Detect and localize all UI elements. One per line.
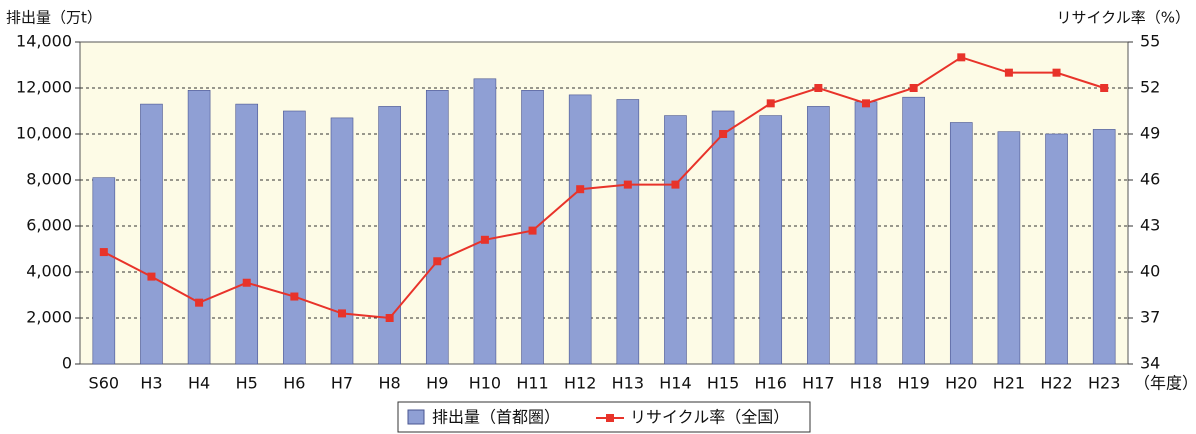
bar (902, 96, 925, 365)
x-tick-label: H14 (659, 374, 691, 393)
line-marker (433, 257, 442, 266)
y-tick-label: 0 (62, 354, 72, 373)
x-tick-label: H21 (993, 374, 1025, 393)
y2-tick-label: 40 (1140, 262, 1160, 281)
x-tick-label: H23 (1088, 374, 1120, 393)
bar (949, 122, 973, 365)
line-marker (147, 272, 156, 281)
y-tick-label: 14,000 (16, 32, 72, 51)
line-marker (623, 180, 632, 189)
line-marker (814, 84, 823, 92)
bar (807, 106, 830, 365)
bar (473, 78, 497, 365)
bar (330, 117, 354, 365)
line-marker (766, 99, 775, 108)
line-marker (385, 314, 394, 322)
bar (235, 103, 259, 365)
y-tick-label: 6,000 (26, 216, 72, 235)
x-tick-label: H13 (612, 374, 644, 393)
y-tick-label: 4,000 (26, 262, 72, 281)
y2-tick-label: 37 (1140, 308, 1160, 327)
x-tick-label: H12 (564, 374, 596, 393)
y2-tick-label: 43 (1140, 216, 1160, 235)
x-axis-title: （年度） (1134, 374, 1196, 393)
line-marker (195, 298, 204, 307)
bar (283, 110, 306, 365)
y2-tick-label: 46 (1140, 170, 1160, 189)
y2-tick-label: 55 (1140, 32, 1160, 51)
line (103, 56, 1105, 320)
y2-tick-label: 49 (1140, 124, 1160, 143)
x-tick-label: H18 (850, 374, 882, 393)
line-marker (99, 248, 108, 257)
bar (140, 103, 163, 365)
line-marker (1100, 84, 1109, 92)
legend-label: 排出量（首都圏） (432, 408, 560, 427)
line-marker (909, 84, 918, 92)
line-marker (242, 278, 251, 287)
y2-tick-label: 52 (1140, 78, 1160, 97)
bar (92, 177, 116, 365)
bar (997, 131, 1021, 365)
line-marker (671, 180, 680, 189)
x-tick-label: H22 (1040, 374, 1072, 393)
line-marker (528, 226, 537, 235)
y2-axis-title: リサイクル率（%） (1056, 9, 1190, 27)
line-marker (719, 130, 728, 138)
y-tick-label: 2,000 (26, 308, 72, 327)
x-tick-label: S60 (89, 374, 120, 393)
y-axis-title: 排出量（万t） (6, 9, 102, 27)
bar (759, 115, 783, 365)
bar (425, 90, 449, 365)
legend-swatch (407, 409, 425, 425)
x-tick-label: H8 (379, 374, 401, 393)
line-marker (862, 99, 870, 108)
bar (378, 106, 401, 365)
x-tick-label: H5 (236, 374, 258, 393)
line-marker (480, 235, 489, 244)
x-tick-label: H6 (283, 374, 305, 393)
bar (568, 94, 592, 365)
legend-label: リサイクル率（全国） (630, 408, 789, 427)
x-tick-label: H19 (897, 374, 929, 393)
x-tick-label: H20 (945, 374, 977, 393)
x-tick-label: H7 (331, 374, 353, 393)
line-marker (290, 292, 299, 301)
x-tick-label: H17 (802, 374, 834, 393)
line-marker (957, 53, 966, 62)
line-marker (1052, 68, 1061, 77)
bar (616, 99, 640, 365)
y-tick-label: 12,000 (16, 78, 72, 97)
x-tick-label: H15 (707, 374, 739, 393)
x-tick-label: H3 (140, 374, 162, 393)
line-marker (338, 309, 346, 318)
x-tick-label: H16 (755, 374, 787, 393)
x-tick-label: H11 (516, 374, 548, 393)
legend: 排出量（首都圏） リサイクル率（全国） (397, 401, 811, 433)
bar (664, 115, 687, 365)
bar (1092, 129, 1116, 365)
line-marker (576, 185, 585, 194)
bar (711, 110, 735, 365)
line-marker (1004, 68, 1013, 77)
x-tick-label: H10 (469, 374, 501, 393)
bar (1045, 133, 1068, 365)
y-tick-label: 10,000 (16, 124, 72, 143)
x-tick-label: H4 (188, 374, 210, 393)
legend-swatch (606, 414, 614, 422)
bar (854, 101, 878, 365)
bar (187, 90, 211, 365)
y-tick-label: 8,000 (26, 170, 72, 189)
y2-tick-label: 34 (1140, 354, 1160, 373)
x-tick-label: H9 (426, 374, 448, 393)
